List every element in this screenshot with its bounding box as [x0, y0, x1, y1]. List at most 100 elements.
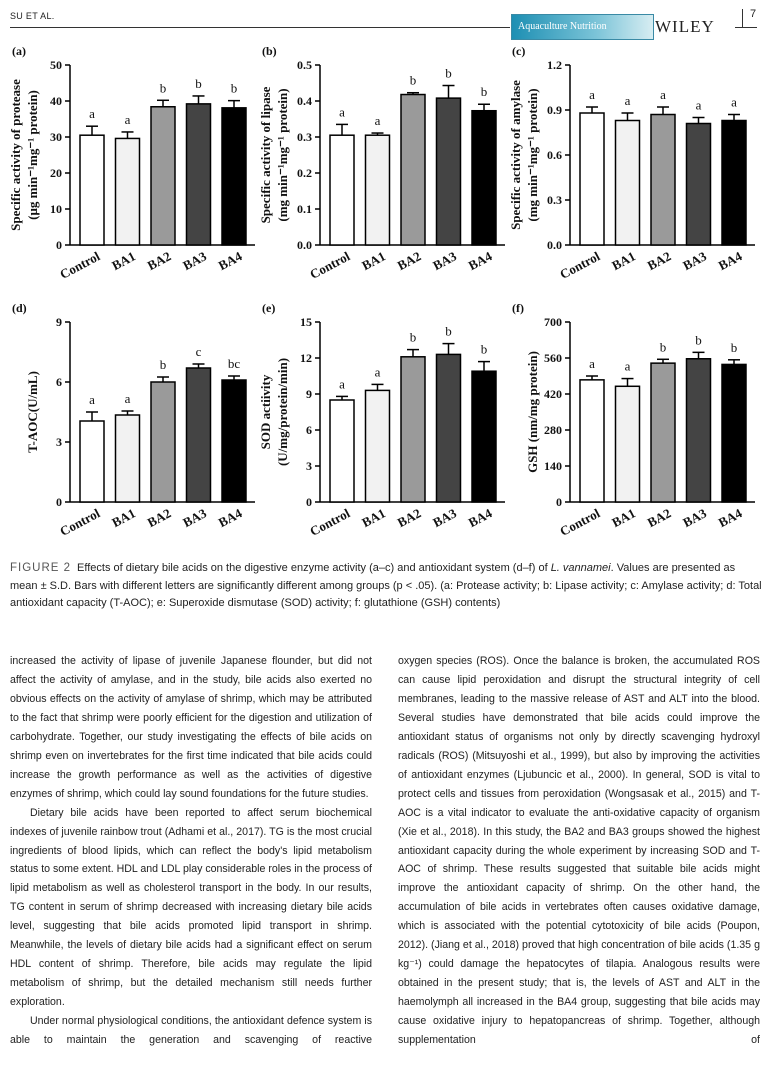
bar	[221, 107, 247, 246]
y-tick-label: 0.6	[547, 148, 562, 162]
y-tick-label: 0	[556, 495, 562, 509]
x-tick-label: BA4	[716, 248, 745, 273]
x-tick-label: Control	[57, 248, 102, 282]
x-tick-label: Control	[57, 505, 102, 539]
bar	[329, 399, 355, 503]
y-tick-label: 9	[306, 387, 312, 401]
significance-letter: b	[410, 73, 417, 88]
caption-text: Effects of dietary bile acids on the dig…	[77, 562, 551, 574]
x-tick-label: Control	[307, 248, 352, 282]
y-tick-label: 560	[544, 351, 562, 365]
significance-letter: a	[660, 87, 666, 102]
x-tick-label: BA1	[609, 248, 638, 273]
significance-letter: b	[660, 339, 667, 354]
bar	[579, 379, 605, 503]
significance-letter: b	[160, 357, 167, 372]
significance-letter: a	[339, 376, 345, 391]
paragraph: Dietary bile acids have been reported to…	[10, 806, 372, 1009]
significance-letter: a	[89, 392, 95, 407]
panel-label: (c)	[512, 44, 525, 58]
y-tick-label: 0.3	[297, 130, 312, 144]
x-tick-label: BA2	[395, 505, 424, 530]
x-tick-label: BA2	[145, 248, 174, 273]
y-tick-label: 0.4	[297, 94, 312, 108]
significance-letter: b	[695, 332, 702, 347]
x-tick-label: BA4	[466, 505, 495, 530]
header-rule	[735, 27, 757, 28]
bar	[721, 119, 747, 246]
y-tick-label: 50	[50, 58, 62, 72]
bar	[471, 370, 497, 503]
bar	[685, 122, 712, 246]
publisher: WILEY	[655, 17, 715, 36]
y-tick-label: 0.1	[297, 202, 312, 216]
y-tick-label: 6	[306, 423, 312, 437]
x-tick-label: BA4	[466, 248, 495, 273]
figure: (a) Specific activity of protease (μg min⁻…	[8, 44, 755, 539]
y-axis-label: (mg min⁻¹mg⁻¹ protein)	[275, 88, 290, 221]
panel-label: (e)	[262, 301, 275, 315]
y-axis-label: Specific activity of amylase	[508, 80, 523, 230]
text-column: oxygen species (ROS). Once the balance i…	[398, 652, 760, 1050]
running-head: SU ET AL.	[10, 11, 55, 21]
y-axis-label: SOD actiivity	[258, 374, 273, 449]
x-tick-label: BA3	[680, 505, 709, 530]
bar	[114, 414, 141, 503]
x-tick-label: BA1	[109, 505, 138, 530]
bar	[150, 106, 176, 246]
y-axis-label: T-AOC(U/mL)	[25, 371, 40, 453]
y-axis-label: GSH (nm/mg protein)	[525, 351, 540, 473]
bar	[185, 103, 212, 246]
significance-letter: a	[339, 104, 345, 119]
bar	[400, 356, 426, 503]
panel-label: (b)	[262, 44, 277, 58]
bar	[221, 379, 247, 503]
paragraph: increased the activity of lipase of juve…	[10, 655, 372, 800]
significance-letter: b	[481, 342, 488, 357]
header-rule	[10, 27, 510, 28]
y-tick-label: 1.2	[547, 58, 562, 72]
caption-species: L. vannamei	[550, 562, 611, 574]
y-tick-label: 0.0	[297, 238, 312, 252]
y-axis-label: Specific activity of protease	[8, 79, 23, 231]
paragraph: oxygen species (ROS). Once the balance i…	[398, 655, 760, 1047]
bar	[364, 134, 391, 246]
bar	[400, 93, 426, 246]
significance-letter: a	[125, 391, 131, 406]
y-tick-label: 30	[50, 130, 62, 144]
bar	[185, 367, 212, 503]
y-tick-label: 20	[50, 166, 62, 180]
bar	[329, 134, 355, 246]
x-tick-label: BA3	[680, 248, 709, 273]
significance-letter: b	[445, 66, 452, 81]
y-tick-label: 9	[56, 315, 62, 329]
bar	[150, 381, 176, 503]
y-tick-label: 12	[300, 351, 312, 365]
y-tick-label: 140	[544, 459, 562, 473]
caption-label: FIGURE 2	[10, 562, 72, 574]
significance-letter: a	[375, 364, 381, 379]
significance-letter: a	[589, 87, 595, 102]
y-tick-label: 0	[56, 238, 62, 252]
significance-letter: b	[231, 81, 238, 96]
x-tick-label: Control	[557, 505, 602, 539]
bar	[650, 362, 676, 503]
significance-letter: b	[731, 340, 738, 355]
bar	[364, 389, 391, 503]
y-tick-label: 6	[56, 375, 62, 389]
significance-letter: b	[410, 330, 417, 345]
significance-letter: c	[196, 344, 202, 359]
panel-label: (d)	[12, 301, 27, 315]
y-tick-label: 40	[50, 94, 62, 108]
x-tick-label: Control	[557, 248, 602, 282]
y-tick-label: 15	[300, 315, 312, 329]
x-tick-label: BA3	[430, 248, 459, 273]
bar	[471, 109, 497, 246]
significance-letter: b	[195, 76, 202, 91]
y-axis-label: (mg min⁻¹mg⁻¹ protein)	[525, 88, 540, 221]
journal-logo: Aquaculture Nutrition	[511, 14, 654, 40]
significance-letter: a	[731, 95, 737, 110]
y-tick-label: 0.9	[547, 103, 562, 117]
y-tick-label: 0.5	[297, 58, 312, 72]
